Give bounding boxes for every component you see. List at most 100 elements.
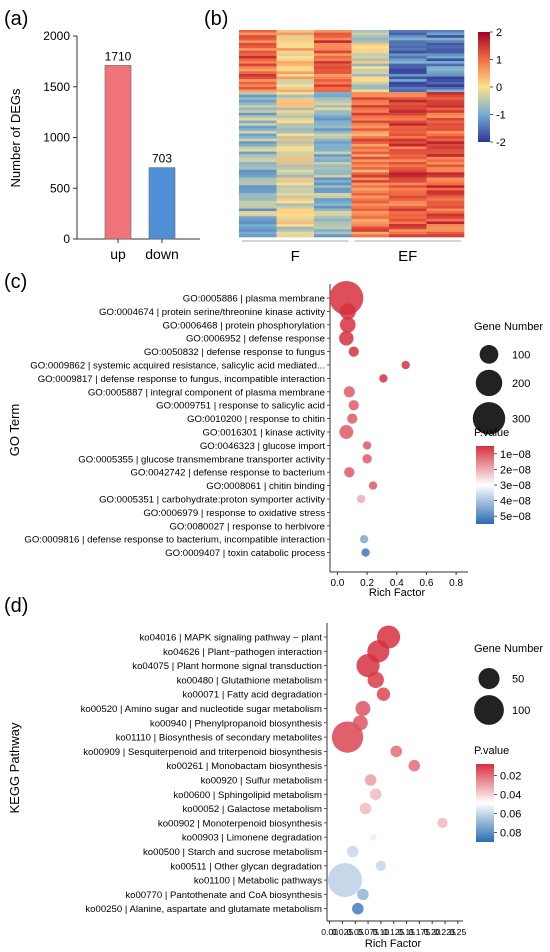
panel-b-heatmap-cell — [314, 63, 352, 67]
panel-b-heatmap-cell — [276, 195, 315, 199]
panel-b-heatmap-cell — [239, 55, 277, 59]
panel-b-heatmap-cell — [239, 164, 277, 168]
panel-b-heatmap-cell — [276, 138, 315, 142]
panel-a-ytick-label: 2000 — [43, 29, 70, 43]
panel-b-heatmap-cell — [276, 213, 315, 217]
panel-b-heatmap-cell — [314, 120, 352, 124]
panel-c-dot — [344, 467, 355, 478]
panel-b-heatmap-cell — [276, 55, 315, 59]
panel-b-heatmap-cell — [426, 229, 465, 233]
panel-b-heatmap-cell — [426, 40, 465, 44]
panel-b-heatmap-cell — [276, 110, 315, 114]
panel-b-heatmap-cell — [351, 107, 390, 111]
panel-b-heatmap-cell — [239, 37, 277, 41]
panel-b-heatmap-cell — [314, 203, 352, 207]
panel-b-heatmap-cell — [351, 136, 390, 139]
panel-b-heatmap-cell — [314, 94, 352, 98]
panel-b-heatmap-cell — [389, 115, 427, 119]
panel-b-heatmap-cell — [314, 136, 352, 139]
panel-b-heatmap-cell — [389, 154, 427, 158]
panel-b-heatmap-cell — [389, 76, 427, 80]
panel-b-heatmap-cell — [239, 110, 277, 114]
panel-c-term-label: GO:0009407 | toxin catabolic process — [165, 548, 325, 559]
panel-d-xtick-label: 0.15 — [398, 927, 415, 937]
panel-b-heatmap-cell — [351, 115, 390, 119]
panel-b-heatmap-cell — [351, 128, 390, 132]
panel-b-heatmap-cell — [389, 218, 427, 222]
panel-b-heatmap-cell — [276, 136, 315, 139]
panel-b-heatmap-cell — [426, 136, 465, 139]
panel-b-heatmap-cell — [426, 141, 465, 145]
panel-b-heatmap-cell — [239, 40, 277, 44]
panel-b-heatmap-cell — [389, 195, 427, 199]
panel-b-heatmap-cell — [351, 68, 390, 72]
panel-b-heatmap-cell — [426, 35, 465, 39]
panel-b-heatmap-cell — [314, 138, 352, 142]
panel-d-xtick-label: 0.125 — [383, 927, 405, 937]
panel-a-ylabel: Number of DEGs — [8, 88, 23, 187]
panel-b-heatmap-cell — [351, 229, 390, 233]
panel-b-heatmap-cell — [351, 218, 390, 222]
panel-b-heatmap-cell — [426, 92, 465, 95]
panel-b-heatmap-cell — [426, 169, 465, 173]
panel-b-heatmap-cell — [239, 154, 277, 158]
panel-b-heatmap-cell — [239, 149, 277, 152]
panel-b-heatmap-cell — [426, 234, 465, 238]
panel-b-heatmap-cell — [276, 224, 315, 227]
panel-b-heatmap-cell — [276, 125, 315, 129]
panel-d-label: (d) — [4, 595, 28, 617]
panel-b-heatmap-cell — [426, 187, 465, 191]
panel-b-heatmap-cell — [351, 58, 390, 62]
panel-b-heatmap-cell — [351, 208, 390, 212]
panel-b-heatmap-cell — [389, 216, 427, 220]
panel-b-heatmap-cell — [351, 125, 390, 129]
panel-b-heatmap-cell — [239, 107, 277, 111]
panel-b-heatmap-cell — [389, 172, 427, 176]
panel-b-heatmap-cell — [314, 185, 352, 189]
panel-b-heatmap-cell — [276, 32, 315, 36]
panel-b-heatmap-cell — [426, 55, 465, 59]
panel-b-heatmap-cell — [351, 66, 390, 70]
panel-b-heatmap-cell — [276, 161, 315, 165]
panel-b-heatmap-cell — [276, 221, 315, 225]
panel-c-color-legend-label: 1e−08 — [500, 449, 531, 461]
panel-b-heatmap-cell — [276, 180, 315, 183]
panel-d-term-label: ko00520 | Amino sugar and nucleotide sug… — [81, 704, 322, 715]
panel-b-heatmap-cell — [314, 102, 352, 106]
panel-b-heatmap-cell — [314, 35, 352, 39]
panel-b-heatmap-cell — [314, 174, 352, 178]
panel-b-heatmap-cell — [351, 123, 390, 127]
panel-d-term-label: ko00261 | Monobactam biosynthesis — [166, 761, 322, 772]
panel-b-heatmap-cell — [314, 187, 352, 191]
panel-d-dot — [359, 802, 372, 815]
panel-d-dot — [352, 902, 364, 915]
panel-b-heatmap-cell — [276, 68, 315, 72]
panel-b-heatmap-cell — [351, 177, 390, 181]
panel-b-heatmap-cell — [426, 221, 465, 225]
panel-b-heatmap-cell — [426, 30, 465, 33]
panel-c-size-legend-dot — [475, 369, 503, 397]
panel-d-dot — [327, 863, 362, 898]
panel-b-heatmap-cell — [276, 58, 315, 62]
panel-d-ylabel: KEGG Pathway — [7, 722, 22, 814]
panel-b-heatmap-cell — [276, 200, 315, 204]
panel-d-size-legend-label: 50 — [512, 674, 524, 686]
panel-b-heatmap-cell — [426, 63, 465, 67]
panel-b-heatmap-cell — [426, 102, 465, 106]
panel-b-heatmap-cell — [276, 154, 315, 158]
panel-c-xtick-label: 0.0 — [330, 578, 344, 589]
panel-b-heatmap-cell — [351, 143, 390, 147]
panel-b-heatmap-cell — [239, 94, 277, 98]
panel-b-heatmap-cell — [276, 151, 315, 155]
panel-b-heatmap-cell — [389, 141, 427, 145]
panel-b-heatmap-cell — [426, 193, 465, 196]
panel-b-label: (b) — [204, 8, 228, 30]
panel-b-heatmap-cell — [389, 161, 427, 165]
panel-b-heatmap-cell — [314, 86, 352, 90]
panel-b-heatmap-cell — [351, 154, 390, 158]
panel-b-heatmap-cell — [351, 89, 390, 93]
panel-d-term-label: ko00511 | Other glycan degradation — [170, 861, 322, 872]
panel-d-xtick-label: 0.225 — [434, 927, 456, 937]
panel-b-heatmap-cell — [426, 159, 465, 163]
panel-d-xtick-label: 0.10 — [373, 927, 390, 937]
